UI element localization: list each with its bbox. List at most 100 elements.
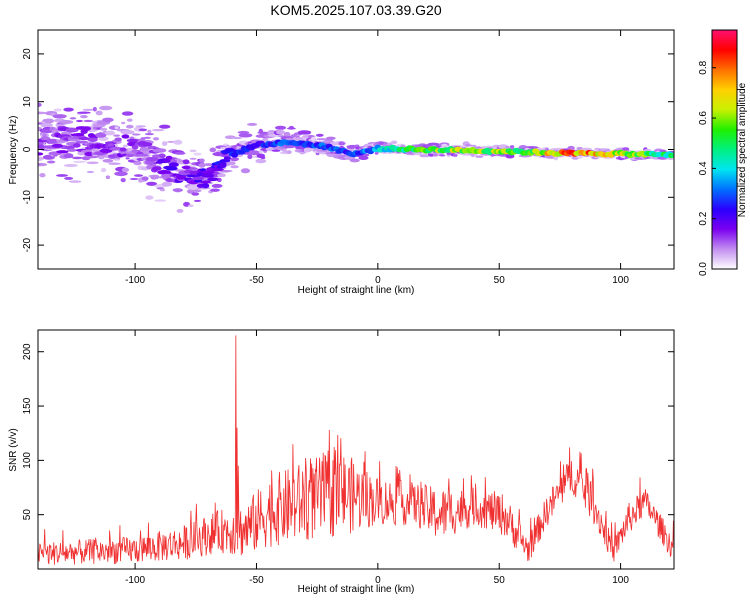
spectrogram-ridge-cell [114,137,122,142]
x-tick-label: -100 [125,275,145,286]
spectrogram-noise-cell [209,147,217,153]
spectrogram-ridge-cell [218,163,227,168]
spectrogram-ridge-cell [95,133,107,138]
spectrogram-noise-cell [92,106,97,112]
spectrogram-ridge-cell [145,157,159,162]
spectrogram-noise-cell [102,117,114,123]
spectrogram-ridge-cell [139,147,151,152]
spectrogram-noise-cell [174,151,186,155]
spectrogram-noise-cell [432,153,439,157]
spectrogram-ridge-cell [152,166,162,171]
spectrogram-noise-cell [63,153,74,159]
spectrogram-noise-cell [159,124,171,129]
spectrogram-noise-cell [75,140,89,144]
chart-title: KOM5.2025.107.03.39.G20 [270,2,441,18]
snr-ticks: -100 -50 0 50 100 50 100 150 200 [22,330,674,586]
x-tick-label: 50 [494,275,506,286]
spectrogram-ridge-cell [199,180,212,184]
spectrogram-ridge-cell [133,161,142,166]
spectrogram-y-axis-label: Frequency (Hz) [8,116,19,185]
x-tick-label: -50 [249,575,264,586]
spectrogram-ridge-cell [152,148,167,153]
spectrogram-noise-cell [453,153,458,157]
spectrogram-ridge-cell [142,142,153,147]
spectrogram-noise-cell [378,141,384,146]
spectrogram-noise-cell [146,181,158,186]
spectrogram-noise-cell [193,152,202,156]
spectrogram-noise-cell [203,163,214,167]
spectrogram-noise-cell [189,149,197,153]
spectrogram-noise-cell [125,124,134,129]
spectrogram-noise-cell [126,118,133,122]
spectrogram-ridge-cell [670,152,674,158]
spectrogram-noise-cell [271,149,281,152]
spectrogram-noise-cell [509,145,515,149]
colorbar-tick-label: 0.0 [698,262,709,276]
spectrogram-noise-cell [262,137,269,143]
spectrogram-noise-cell [260,156,266,159]
spectrogram-ridge-cell [165,166,178,171]
y-tick-label: 150 [22,397,33,414]
spectrogram-noise-cell [99,105,113,111]
spectrogram-noise-cell [230,165,239,169]
spectrogram-ridge-cell [161,173,173,179]
spectrogram-noise-cell [73,160,86,163]
spectrogram-noise-cell [121,121,126,125]
spectrogram-noise-cell [38,102,42,107]
spectrogram-noise-cell [63,107,74,112]
spectrogram-ridge-cell [206,174,214,178]
spectrogram-ridge-cell [192,176,205,181]
spectrogram-noise-cell [120,130,135,135]
spectrogram-ridge-cell [223,156,231,161]
spectrogram-noise-cell [83,119,94,123]
spectrogram-noise-cell [161,181,172,187]
spectrogram-noise-cell [231,136,243,140]
spectrogram-noise-cell [274,125,287,130]
spectrogram-noise-cell [132,133,141,136]
spectrogram-noise-cell [52,114,67,119]
spectrogram-ridge-cell [72,143,81,148]
spectrogram-noise-cell [390,140,398,145]
spectrogram-noise-cell [138,128,148,132]
spectrogram-ridge-cell [74,133,85,137]
spectrogram-ridge-cell [38,144,45,149]
spectrogram-noise-cell [38,111,47,115]
spectrogram-noise-cell [622,147,630,151]
spectrogram-ridge-cell [136,153,149,157]
spectrogram-noise-cell [105,130,116,136]
spectrogram-ridge-cell [46,138,59,144]
x-tick-label: 50 [494,575,506,586]
spectrogram-ridge-cell [90,137,98,142]
spectrogram-ridge-cell [182,159,190,165]
spectrogram-noise-cell [173,139,183,145]
spectrogram-noise-cell [193,199,202,202]
colorbar-tick-label: 0.6 [698,111,709,125]
spectrogram-noise-cell [143,136,151,139]
spectrogram-noise-cell [297,130,312,135]
spectrogram-noise-cell [43,118,55,124]
x-tick-label: 0 [375,275,381,286]
spectrogram-noise-cell [419,154,431,158]
spectrogram-noise-cell [102,159,114,163]
spectrogram-noise-cell [147,129,152,134]
spectrogram-marks [38,102,674,213]
spectrogram-noise-cell [288,125,295,130]
spectrogram-noise-cell [414,153,423,156]
spectrogram-noise-cell [114,171,128,177]
spectrogram-ridge-cell [131,149,139,154]
spectrogram-ridge-cell [65,127,79,133]
spectrogram-ridge-cell [107,143,114,147]
spectrogram-ridge-cell [40,136,51,141]
spectrogram-noise-cell [144,133,155,136]
colorbar: 0.0 0.2 0.4 0.6 0.8 Normalized spectral ampl… [698,29,748,276]
spectrogram-noise-cell [238,133,253,138]
spectrogram-ridge-cell [163,159,171,163]
spectrogram-ridge-cell [201,183,210,189]
colorbar-tick-label: 0.4 [698,161,709,175]
spectrogram-noise-cell [475,155,484,158]
spectrogram-noise-cell [129,178,139,180]
spectrogram-noise-cell [303,147,310,153]
snr-panel: -100 -50 0 50 100 50 100 150 200 Height of strai… [8,329,675,595]
spectrogram-noise-cell [38,162,48,167]
